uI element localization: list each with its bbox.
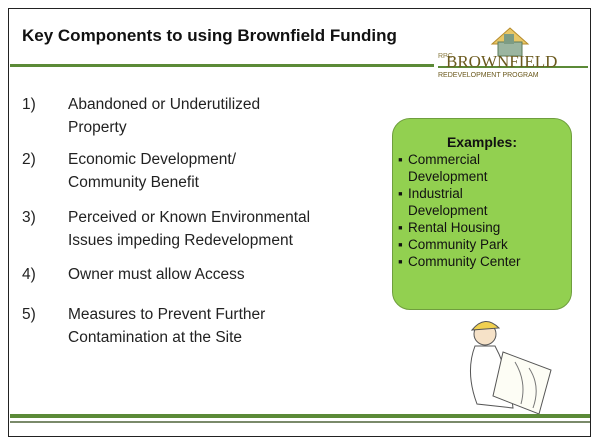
list-text: Issues impeding Redevelopment	[68, 232, 293, 250]
example-text: Development	[408, 169, 488, 184]
slide-title: Key Components to using Brownfield Fundi…	[22, 26, 397, 46]
list-text: Economic Development/	[68, 151, 236, 169]
list-text: Abandoned or Underutilized	[68, 96, 260, 114]
list-number: 4)	[22, 266, 36, 284]
logo-name: BROWNFIELD	[446, 52, 557, 71]
bottom-rule-thin	[10, 421, 590, 423]
list-text: Contamination at the Site	[68, 329, 242, 347]
list-text: Community Benefit	[68, 174, 199, 192]
bullet: ▪	[398, 220, 403, 235]
example-text: Development	[408, 203, 488, 218]
example-text: Industrial	[408, 186, 463, 201]
engineer-clipart	[455, 312, 565, 422]
bullet: ▪	[398, 237, 403, 252]
bullet: ▪	[398, 152, 403, 167]
example-text: Community Center	[408, 254, 521, 269]
list-text: Perceived or Known Environmental	[68, 209, 310, 227]
example-text: Commercial	[408, 152, 480, 167]
logo: RPC BROWNFIELD REDEVELOPMENT PROGRAM	[430, 20, 590, 82]
list-text: Property	[68, 119, 127, 137]
examples-title: Examples:	[392, 134, 572, 150]
list-text: Measures to Prevent Further	[68, 306, 265, 324]
bullet: ▪	[398, 254, 403, 269]
list-number: 3)	[22, 209, 36, 227]
clipart-helmet	[472, 321, 499, 330]
slide: Key Components to using Brownfield Fundi…	[0, 0, 600, 445]
example-text: Rental Housing	[408, 220, 500, 235]
title-rule	[10, 64, 434, 67]
example-text: Community Park	[408, 237, 508, 252]
bullet: ▪	[398, 186, 403, 201]
list-text: Owner must allow Access	[68, 266, 245, 284]
list-number: 5)	[22, 306, 36, 324]
list-number: 1)	[22, 96, 36, 114]
logo-tower	[504, 34, 514, 44]
bottom-rule	[10, 414, 590, 418]
logo-subtitle: REDEVELOPMENT PROGRAM	[438, 72, 539, 79]
list-number: 2)	[22, 151, 36, 169]
